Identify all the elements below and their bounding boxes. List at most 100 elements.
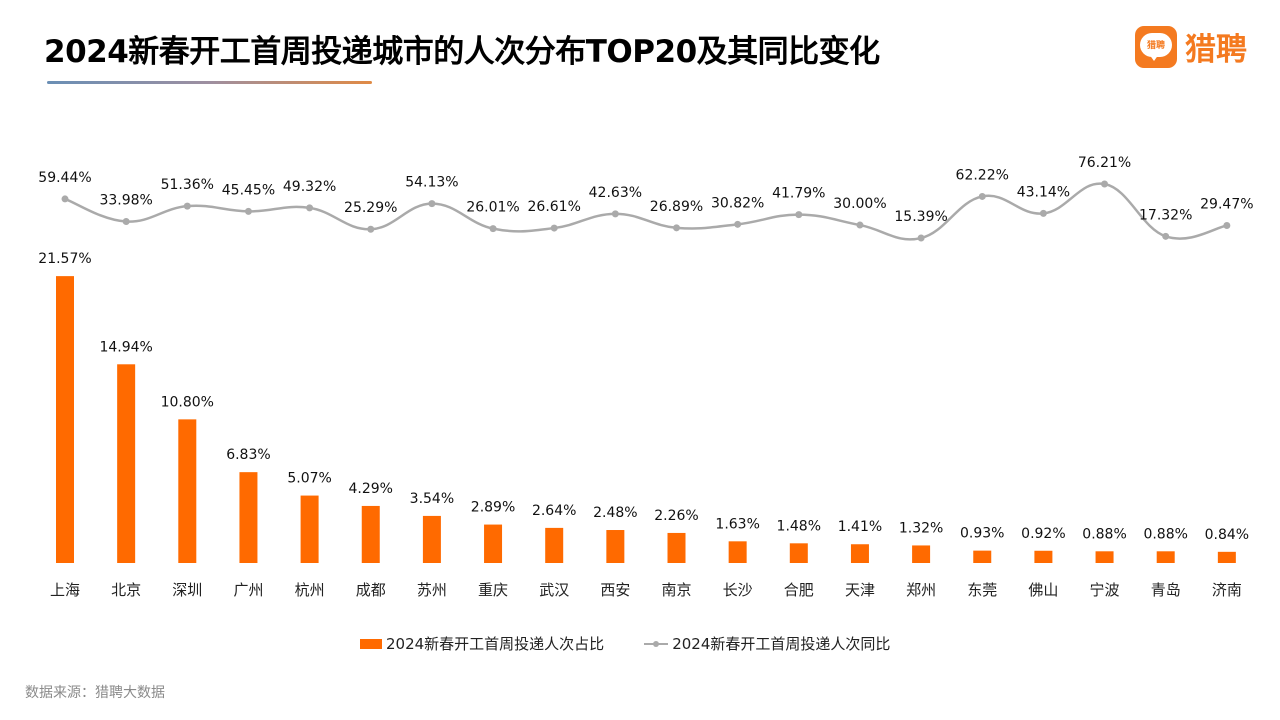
bar-data-label: 1.48% [777,518,821,534]
category-tick-label: 青岛 [1151,581,1181,599]
bar [300,495,319,563]
bar-data-label: 0.93% [960,526,1004,542]
category-tick-label: 济南 [1212,581,1242,599]
line-point [978,192,986,200]
category-tick-label: 南京 [661,581,691,599]
bar-data-label: 10.80% [161,394,214,410]
chart-title: 2024新春开工首周投递城市的人次分布TOP20及其同比变化 [44,34,880,70]
bar-data-label: 6.83% [226,447,270,463]
line-data-label: 59.44% [38,170,91,186]
bar-data-label: 2.64% [532,503,576,519]
line-point [244,207,252,215]
line-point [183,202,191,210]
bar-series: 21.57% 14.94% 10.80% 6.83% 5.07% 4.29% 3.54% 2.… [38,251,1249,563]
line-point [367,225,375,233]
category-tick-label: 天津 [845,581,875,599]
bar-data-label: 4.29% [349,481,393,497]
bar [667,532,686,563]
line-data-label: 49.32% [283,179,336,195]
line-point [734,220,742,228]
bar [850,544,869,563]
category-tick-label: 合肥 [784,581,814,599]
line-data-label: 54.13% [405,175,458,191]
bar-data-label: 5.07% [287,471,331,487]
line-point [550,224,558,232]
line-data-label: 33.98% [99,193,152,209]
line-data-label: 29.47% [1200,197,1253,213]
bar [912,545,931,563]
line-point [428,200,436,208]
legend-bar-swatch-icon [360,638,382,649]
bar-data-label: 21.57% [38,251,91,267]
line-point [1223,222,1231,230]
logo-bubble: 猎聘 [1140,32,1172,57]
bar [1034,550,1053,563]
line-point [306,204,314,212]
line-point [489,225,497,233]
category-axis: 上海 北京 深圳 广州 杭州 成都 苏州 重庆 武汉 西安 南京 长沙 合肥 天津 郑州 东莞 佛山 宁波 青岛 济南 [50,581,1242,599]
category-tick-label: 郑州 [906,581,936,599]
logo-text: 猎聘 [1185,32,1247,68]
line-data-label: 62.22% [956,167,1009,183]
bar [178,419,197,563]
category-tick-label: 东莞 [967,581,997,599]
legend-line-label: 2024新春开工首周投递人次同比 [672,635,891,653]
category-tick-label: 杭州 [295,581,325,599]
bar-data-label: 14.94% [99,339,152,355]
title-underline [47,81,372,84]
bar-data-label: 2.26% [654,508,698,524]
line-data-label: 30.00% [833,196,886,212]
line-point [1162,232,1170,240]
line-data-label: 17.32% [1139,207,1192,223]
bar-data-label: 1.32% [899,520,943,536]
legend: 2024新春开工首周投递人次占比 2024新春开工首周投递人次同比 [360,633,930,654]
logo-badge-icon: 猎聘 [1135,25,1177,68]
line-data-label: 26.89% [650,199,703,215]
bar [1095,551,1114,563]
category-tick-label: 北京 [111,581,141,599]
line-point [917,234,925,242]
bar [789,543,808,563]
bar-data-label: 0.92% [1021,526,1065,542]
bar [1217,551,1236,563]
category-tick-label: 广州 [233,581,263,599]
line-point [1101,180,1109,188]
category-tick-label: 苏州 [417,581,447,599]
category-tick-label: 长沙 [723,581,753,599]
bar-data-label: 0.88% [1082,526,1126,542]
line-point [61,195,69,203]
legend-line-swatch-icon [644,638,669,650]
category-tick-label: 成都 [356,581,386,599]
bar [545,527,564,563]
bar [422,515,441,563]
line-data-label: 42.63% [589,185,642,201]
category-tick-label: 宁波 [1090,581,1120,599]
bar [1156,551,1175,563]
bar [117,364,136,563]
bar-data-label: 1.63% [715,516,759,532]
bar [56,276,74,563]
legend-item-bar: 2024新春开工首周投递人次占比 [360,633,604,654]
bar [973,550,992,563]
category-tick-label: 上海 [50,581,80,599]
line-data-label: 43.14% [1017,184,1070,200]
category-tick-label: 深圳 [172,581,202,599]
bar [728,541,747,563]
logo-bubble-tail [1149,53,1159,61]
line-data-label: 26.01% [466,200,519,216]
line-data-label: 51.36% [161,177,214,193]
bar [239,472,258,563]
category-tick-label: 西安 [600,581,630,599]
line-point [673,224,680,232]
line-data-label: 45.45% [222,182,275,198]
line-point [122,218,130,226]
category-tick-label: 重庆 [478,581,508,599]
liepin-logo: 猎聘 猎聘 [1135,24,1247,69]
line-point [611,210,619,218]
bar [484,524,503,563]
bar [606,530,625,563]
bar [361,505,380,563]
line-data-label: 30.82% [711,195,764,211]
bar-data-label: 0.88% [1143,526,1187,542]
